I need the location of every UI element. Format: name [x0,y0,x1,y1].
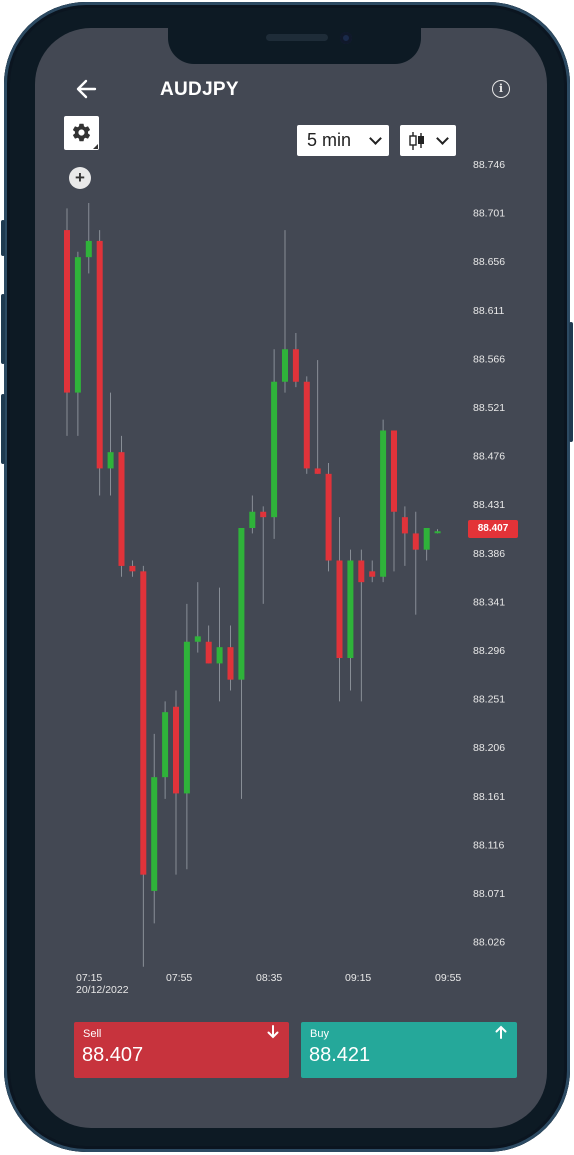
candle-bearish [140,571,147,875]
candle-bearish [391,430,397,512]
info-icon[interactable]: i [492,80,510,98]
candle-bearish [369,571,376,577]
price-tick-label: 88.611 [473,305,504,317]
app-screen: AUDJPY i + 5 min 88.746 88.701 88.656 88.61… [35,28,547,1128]
dropdown-corner-icon [93,144,98,149]
speaker [266,34,328,41]
candle-bearish [314,468,321,474]
candle-bullish [238,528,245,680]
camera [340,32,352,44]
candle-bullish [282,349,288,382]
candle-bearish [173,706,179,794]
candle-bullish [216,647,223,664]
candle-bearish [118,452,125,566]
plus-icon: + [75,168,85,187]
candle-bearish [96,240,103,469]
price-tick-label: 88.521 [473,402,505,414]
price-tick-label: 88.566 [473,353,505,365]
price-tick-label: 88.206 [473,742,505,754]
price-tick-label: 88.341 [473,596,505,608]
price-tick-label: 88.431 [473,499,505,511]
price-tick-label: 88.746 [473,159,505,171]
time-tick-label: 09:55 [435,972,461,984]
candle-bullish [271,381,278,518]
candle-bullish [380,430,387,577]
candle-bearish [64,230,70,393]
candle-bearish [358,560,365,583]
date-tick-label: 20/12/2022 [76,984,129,996]
interval-value: 5 min [307,130,352,150]
time-tick-label: 09:15 [345,972,371,984]
time-tick-label: 07:15 [76,972,102,984]
candle-bullish [107,452,114,469]
back-arrow-icon[interactable] [75,78,101,102]
side-button [569,322,573,442]
side-button [1,394,5,464]
candle-bearish [412,533,419,550]
page-title: AUDJPY [160,79,239,100]
settings-button[interactable] [64,116,99,150]
candle-bullish [162,712,169,778]
buy-button[interactable]: Buy 88.421 [301,1022,517,1078]
candle-bearish [129,565,136,572]
sell-price: 88.407 [82,1044,144,1066]
candle-bearish [292,349,299,382]
candle-bullish [194,636,201,642]
candlestick-chart[interactable]: 88.746 88.701 88.656 88.611 88.566 88.521 88.4… [35,28,547,1008]
app-header: AUDJPY i [35,72,547,108]
buy-price: 88.421 [309,1044,371,1066]
candle-bullish [347,560,354,658]
candle-bullish [85,240,92,258]
buy-label: Buy [310,1028,329,1040]
price-tick-label: 88.656 [473,256,505,268]
price-tick-label: 88.296 [473,645,505,657]
gear-icon [72,123,91,142]
price-tick-label: 88.251 [473,694,505,706]
candlestick-icon [409,132,424,150]
price-tick-label: 88.026 [473,937,505,949]
candle-bearish [401,517,408,534]
chart-type-select[interactable] [400,125,456,156]
time-tick-label: 08:35 [256,972,282,984]
price-tick-label: 88.071 [473,888,505,900]
candle-bullish [151,777,158,891]
price-tick-label: 88.476 [473,451,505,463]
candle-bearish [227,647,234,680]
side-button [1,294,5,364]
candle-bullish [183,641,190,794]
sell-button[interactable]: Sell 88.407 [74,1022,289,1078]
price-tick-label: 88.161 [473,791,505,803]
candle-bullish [74,257,81,393]
price-tick-label: 88.701 [473,208,505,220]
price-tick-label: 88.386 [473,548,505,560]
candle-bearish [260,511,267,518]
arrow-down-icon [267,1025,279,1042]
current-price-label: 88.407 [468,520,518,538]
interval-select[interactable]: 5 min [297,125,389,156]
time-tick-label: 07:55 [166,972,192,984]
side-button [1,220,5,256]
candle-bearish [336,560,343,658]
price-tick-label: 88.116 [473,839,504,851]
candle-bearish [303,381,310,469]
candle-bearish [325,473,332,561]
candle-bullish [249,511,256,528]
candle-bearish [205,641,212,664]
arrow-up-icon [495,1025,507,1042]
sell-label: Sell [83,1028,102,1040]
candle-bullish [434,531,441,534]
notch [168,28,421,64]
candle-bullish [423,528,430,550]
add-indicator-button[interactable]: + [69,167,91,189]
